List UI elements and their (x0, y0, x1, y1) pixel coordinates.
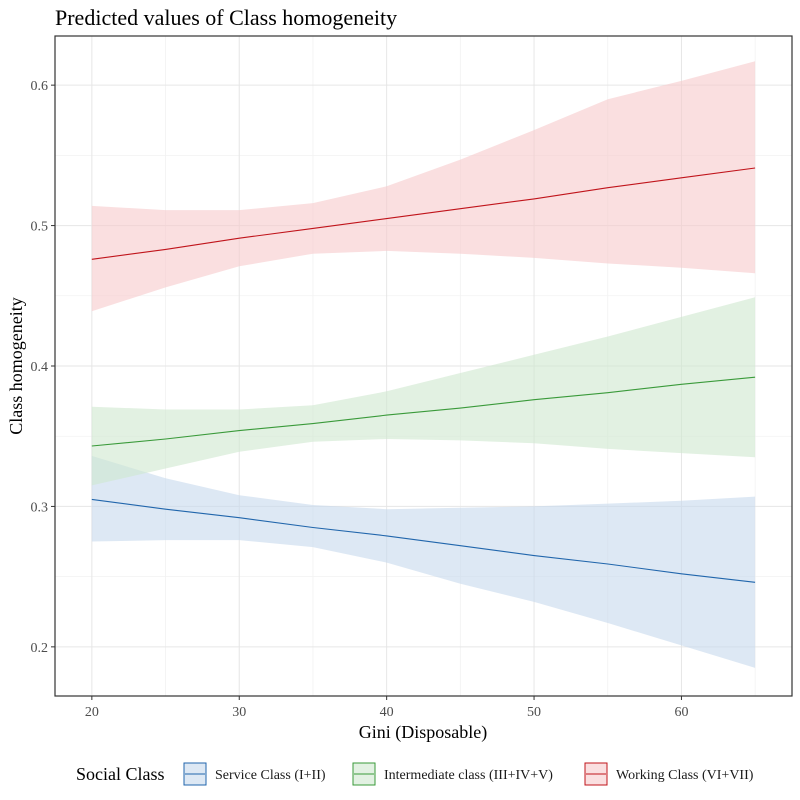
x-tick-label: 30 (232, 705, 246, 720)
legend-label: Working Class (VI+VII) (616, 768, 754, 783)
chart-title: Predicted values of Class homogeneity (55, 5, 397, 30)
legend-title: Social Class (76, 764, 165, 784)
y-tick-label: 0.2 (31, 641, 49, 656)
y-axis-title: Class homogeneity (6, 297, 26, 435)
legend-label: Intermediate class (III+IV+V) (384, 768, 553, 783)
legend-item-series-2: Intermediate class (III+IV+V) (352, 762, 553, 786)
confidence-band-series-3 (91, 61, 756, 312)
legend-item-series-1: Service Class (I+II) (183, 762, 326, 786)
y-axis: 0.2 0.3 0.4 0.5 0.6 (31, 79, 55, 656)
x-tick-label: 60 (674, 705, 688, 720)
y-tick-label: 0.4 (31, 360, 49, 375)
plot-panel (54, 35, 793, 697)
prediction-lines (91, 167, 756, 583)
y-tick-label: 0.6 (31, 79, 49, 94)
confidence-band-series-1 (91, 455, 756, 668)
legend-items: Service Class (I+II) Intermediate class (… (183, 762, 754, 786)
x-axis: 20 30 40 50 60 (85, 696, 688, 720)
x-axis-title: Gini (Disposable) (359, 722, 487, 743)
y-tick-label: 0.3 (31, 500, 49, 515)
x-tick-label: 20 (85, 705, 99, 720)
legend: Social Class Service Class (I+II) Interme… (76, 762, 754, 786)
confidence-band-series-2 (91, 297, 756, 486)
prediction-line-series-3 (91, 167, 756, 260)
x-tick-label: 40 (380, 705, 394, 720)
x-tick-label: 50 (527, 705, 541, 720)
legend-label: Service Class (I+II) (215, 768, 326, 783)
prediction-line-series-2 (91, 376, 756, 447)
y-tick-label: 0.5 (31, 220, 49, 235)
legend-item-series-3: Working Class (VI+VII) (584, 762, 754, 786)
prediction-line-series-1 (91, 498, 756, 583)
confidence-bands (91, 61, 756, 668)
